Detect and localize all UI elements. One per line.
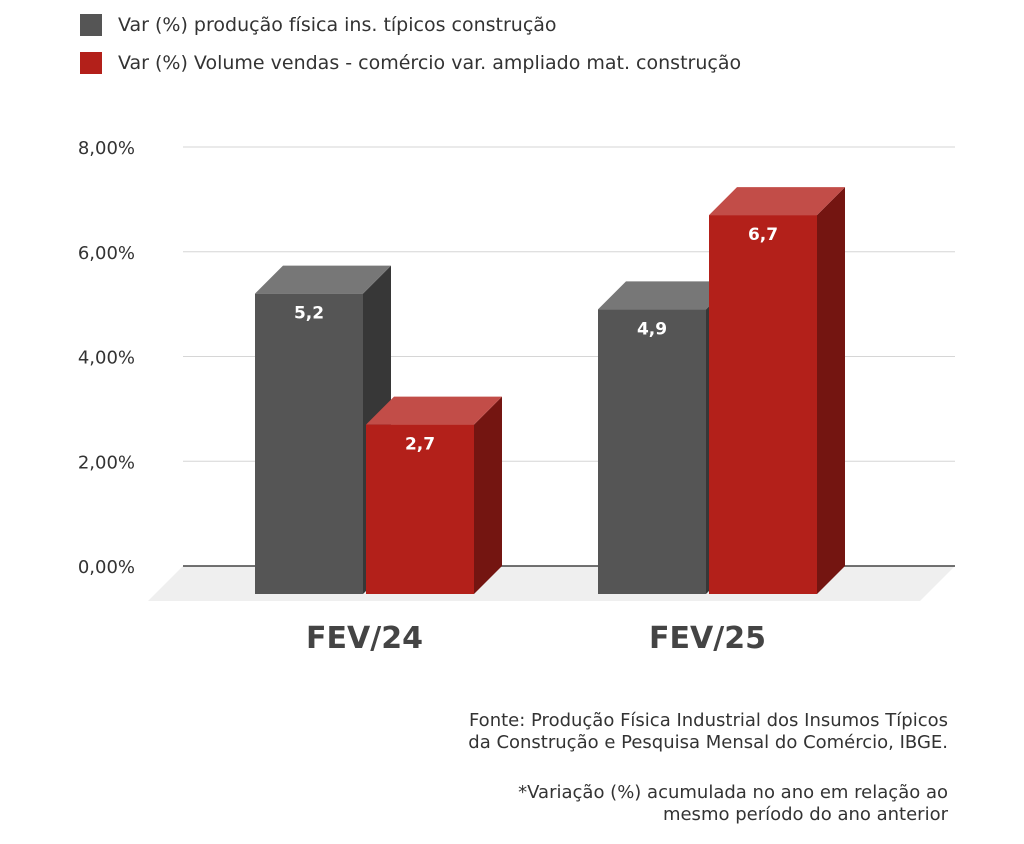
y-tick-label: 8,00% [78,138,135,159]
bar-side-face [474,396,502,594]
footnote-line-2: mesmo período do ano anterior [662,804,948,825]
legend-item-vendas: Var (%) Volume vendas - comércio var. am… [80,48,741,78]
bar [598,309,706,594]
legend-swatch-producao [80,14,102,36]
bar-top-face [366,396,502,425]
legend-label-vendas: Var (%) Volume vendas - comércio var. am… [118,52,742,74]
data-label: 2,7 [405,435,435,455]
data-label: 4,9 [637,319,667,339]
footnote-line-1: *Variação (%) acumulada no ano em relaçã… [518,782,948,803]
bar-chart: 0,00% 2,00% 4,00% 6,00% 8,00% 5,2 2,7 FEV/24 4,9… [78,138,955,656]
legend-label-producao: Var (%) produção física ins. típicos con… [118,14,557,36]
x-category-label: FEV/24 [306,621,423,656]
data-label: 6,7 [748,225,778,245]
data-label: 5,2 [294,304,324,324]
x-category-label: FEV/25 [649,621,766,656]
y-tick-label: 4,00% [78,348,135,369]
y-tick-label: 6,00% [78,243,135,264]
bar-top-face [598,281,734,310]
bar-top-face [255,265,391,294]
footnote: *Variação (%) acumulada no ano em relaçã… [518,782,948,826]
legend-item-producao: Var (%) produção física ins. típicos con… [80,10,741,40]
bar [366,424,474,594]
bar-top-face [709,187,845,216]
legend-swatch-vendas [80,52,102,74]
bar [255,293,363,594]
bar [709,215,817,594]
source-line-2: da Construção e Pesquisa Mensal do Comér… [468,732,948,753]
source-line-1: Fonte: Produção Física Industrial dos In… [468,710,948,731]
source-note: Fonte: Produção Física Industrial dos In… [468,710,948,754]
bar-side-face [817,187,845,594]
chart-legend: Var (%) produção física ins. típicos con… [80,10,741,86]
y-tick-label: 2,00% [78,452,135,473]
y-tick-label: 0,00% [78,557,135,578]
